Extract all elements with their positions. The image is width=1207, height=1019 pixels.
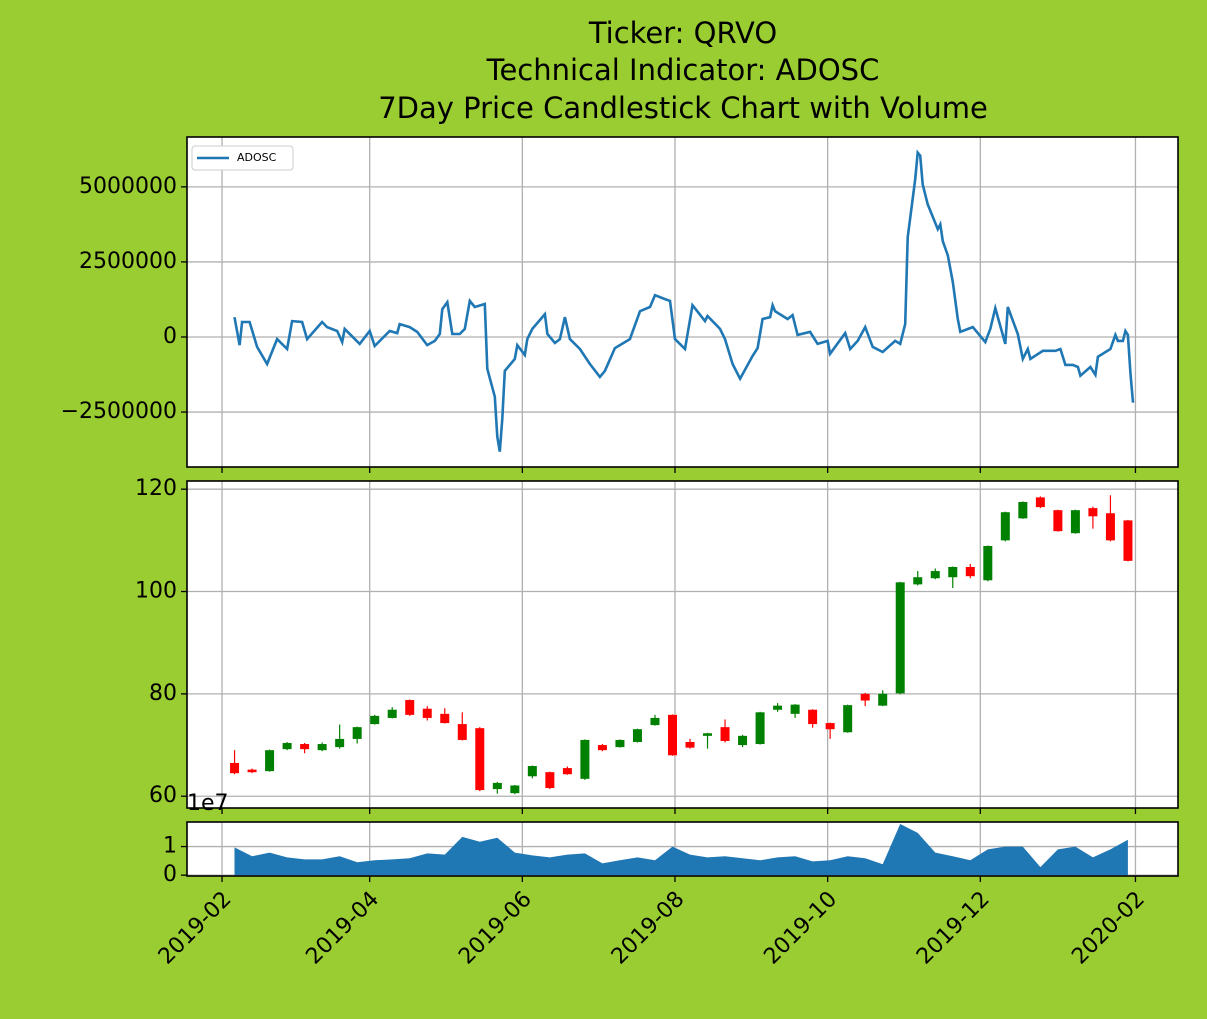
y-tick-label: 0 [163, 324, 177, 349]
volume-area [234, 824, 1128, 876]
candle-body [843, 705, 853, 733]
candle-body [335, 738, 345, 748]
marks [233, 149, 1135, 452]
candle-body [808, 709, 818, 725]
marks [234, 824, 1128, 876]
chart-title: 7Day Price Candlestick Chart with Volume [378, 91, 988, 125]
candle-body [895, 582, 905, 694]
candle-body [948, 566, 958, 578]
candle-body [632, 729, 642, 742]
candle-body [265, 750, 275, 772]
candle-body [738, 735, 748, 746]
y-tick-label: −2500000 [61, 399, 177, 424]
chart-title: Technical Indicator: ADOSC [486, 53, 880, 87]
candle-body [562, 768, 572, 775]
candle-body [650, 717, 660, 726]
candle-body [965, 566, 975, 577]
candle-body [370, 715, 380, 725]
plot-frame [186, 480, 1179, 809]
candle-body [825, 723, 835, 730]
candle-body [773, 705, 783, 710]
y-tick-label: 120 [135, 476, 177, 501]
legend-box [191, 145, 294, 171]
candle-body [755, 712, 765, 745]
chart-title: Ticker: QRVO [588, 16, 777, 50]
candle-body [440, 713, 450, 724]
candle-body [510, 785, 520, 794]
y-tick-label: 1 [163, 834, 177, 859]
candle-body [790, 704, 800, 714]
candle-body [860, 693, 870, 701]
candle-body [527, 766, 537, 777]
y-tick-label: 60 [149, 783, 177, 808]
candle-body [475, 728, 485, 791]
candle-body [300, 744, 310, 750]
candle-body [457, 724, 467, 740]
candle-body [1123, 520, 1133, 561]
candle-body [580, 739, 590, 779]
candle-body [1000, 512, 1010, 541]
y-tick-label: 100 [135, 579, 177, 604]
candle-body [913, 577, 923, 585]
candle-body [597, 745, 607, 751]
candle-body [720, 727, 730, 741]
candle-body [878, 693, 888, 706]
candle-body [703, 733, 713, 736]
candle-body [1070, 510, 1080, 534]
candle-body [230, 762, 240, 774]
y-tick-label: 0 [163, 862, 177, 887]
y-tick-label: 80 [149, 681, 177, 706]
candle-body [422, 708, 432, 718]
candle-body [685, 741, 695, 748]
plot-area [187, 481, 1178, 808]
candle-body [667, 714, 677, 756]
y-offset-label: 1e7 [187, 791, 229, 816]
plot-frame [186, 821, 1179, 877]
y-tick-label: 5000000 [79, 174, 177, 199]
candle-body [282, 743, 292, 750]
candle-body [1018, 501, 1028, 519]
candle-body [405, 700, 415, 715]
candle-body [317, 744, 327, 751]
candle-body [1105, 513, 1115, 541]
candle-body [615, 739, 625, 748]
plot-frame [186, 136, 1179, 468]
series-line [233, 149, 1135, 452]
candle-body [387, 709, 397, 718]
candle-body [247, 769, 257, 773]
y-tick-label: 2500000 [79, 249, 177, 274]
candle-body [1053, 510, 1063, 532]
candle-body [352, 727, 362, 739]
marks [230, 495, 1133, 795]
candle-body [983, 545, 993, 581]
candle-body [930, 571, 940, 579]
candle-body [1088, 508, 1098, 517]
candle-body [1035, 497, 1045, 508]
candle-body [492, 782, 502, 790]
candle-body [545, 772, 555, 789]
legend-label: ADOSC [237, 151, 277, 164]
